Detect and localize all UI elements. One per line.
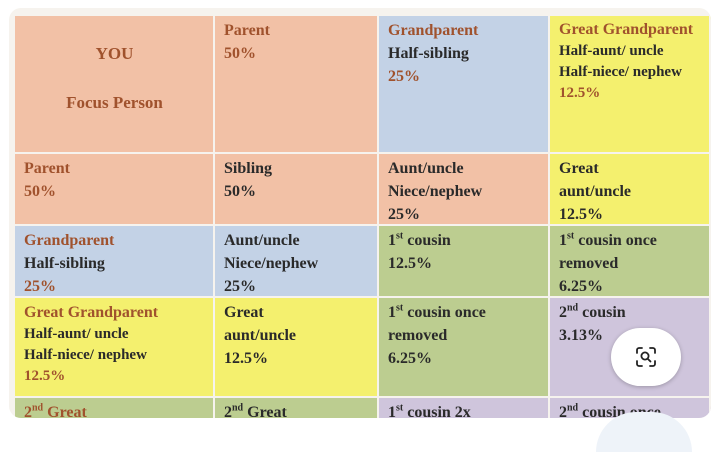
- cell-line: Aunt/uncle: [224, 232, 300, 249]
- cell-line: 1st cousin 2x: [388, 402, 471, 418]
- cell-you: YOU Focus Person: [15, 16, 215, 154]
- cell-line: Niece/nephew: [388, 183, 483, 200]
- cell-first-cousin-once-removed-2: 1st cousin once removed 6.25%: [379, 298, 550, 398]
- cell-grandparent-top: Grandparent Half-sibling 25%: [379, 16, 550, 154]
- cell-first-cousin-2x: 1st cousin 2x: [379, 398, 550, 418]
- cell-sibling: Sibling 50%: [215, 154, 379, 226]
- cell-line: Niece/nephew: [224, 255, 319, 272]
- cell-title: Parent: [24, 160, 70, 177]
- cell-line: 1st cousin once: [388, 302, 486, 321]
- cell-title: Grandparent: [388, 22, 479, 39]
- cell-title: Parent: [224, 22, 270, 39]
- cell-line: Half-niece/ nephew: [24, 347, 147, 363]
- cell-first-cousin-once-removed: 1st cousin once removed 6.25%: [550, 226, 711, 298]
- cell-line: 1st cousin once: [559, 230, 657, 249]
- cell-parent-top: Parent 50%: [215, 16, 379, 154]
- cell-line: 50%: [224, 183, 256, 200]
- cell-line: 50%: [24, 183, 56, 200]
- cell-great-grandparent-left: Great Grandparent Half-aunt/ uncle Half-…: [15, 298, 215, 398]
- cell-title: Great Grandparent: [559, 21, 694, 38]
- cell-line: Focus Person: [66, 93, 163, 112]
- cell-line: Half-sibling: [24, 255, 105, 272]
- cell-line: Great: [559, 160, 599, 177]
- cell-great-aunt-uncle: Great aunt/uncle 12.5%: [550, 154, 711, 226]
- table-image: YOU Focus Person Parent 50% Grandparent …: [9, 8, 711, 418]
- cell-line: 12.5%: [24, 368, 66, 384]
- cell-line: 25%: [388, 206, 420, 223]
- cell-great-grandparent-top: Great Grandparent Half-aunt/ uncle Half-…: [550, 16, 711, 154]
- cell-line: 2nd cousin: [559, 302, 626, 321]
- cell-line: aunt/uncle: [559, 183, 632, 200]
- cell-line: 50%: [224, 45, 256, 62]
- cell-first-cousin: 1st cousin 12.5%: [379, 226, 550, 298]
- cell-grandparent-left: Grandparent Half-sibling 25%: [15, 226, 215, 298]
- cell-line: 25%: [224, 278, 256, 295]
- cell-aunt-uncle-2: Aunt/uncle Niece/nephew 25%: [215, 226, 379, 298]
- cell-line: 25%: [388, 68, 420, 85]
- cell-great-aunt-uncle-2: Great aunt/uncle 12.5%: [215, 298, 379, 398]
- cell-line: Half-niece/ nephew: [559, 64, 682, 80]
- cell-line: aunt/uncle: [224, 327, 297, 344]
- cell-parent-left: Parent 50%: [15, 154, 215, 226]
- cell-line: 25%: [24, 278, 56, 295]
- cell-line: 12.5%: [559, 206, 603, 223]
- cell-line: 12.5%: [559, 85, 601, 101]
- cell-title: Grandparent: [24, 232, 115, 249]
- cell-line: 6.25%: [388, 350, 432, 367]
- cell-line: YOU: [95, 44, 134, 63]
- cell-line: Half-sibling: [388, 45, 469, 62]
- cell-line: 2nd Great: [224, 402, 287, 418]
- cell-second-great-left: 2nd Great: [15, 398, 215, 418]
- cell-second-great: 2nd Great: [215, 398, 379, 418]
- cell-title: Great Grandparent: [24, 304, 159, 321]
- cell-line: 3.13%: [559, 327, 603, 344]
- cell-line: 6.25%: [559, 278, 603, 295]
- image-search-button[interactable]: [611, 328, 681, 386]
- cell-line: 12.5%: [224, 350, 268, 367]
- cell-aunt-uncle: Aunt/uncle Niece/nephew 25%: [379, 154, 550, 226]
- image-search-icon: [636, 347, 656, 367]
- background-arc: [596, 412, 692, 452]
- cell-line: Half-aunt/ uncle: [24, 326, 129, 342]
- cell-line: 12.5%: [388, 255, 432, 272]
- cell-line: 1st cousin: [388, 230, 451, 249]
- cell-line: Aunt/uncle: [388, 160, 464, 177]
- cell-line: removed: [388, 327, 448, 344]
- cell-line: Great: [224, 304, 264, 321]
- cell-line: Sibling: [224, 160, 273, 177]
- relationship-table: YOU Focus Person Parent 50% Grandparent …: [15, 16, 711, 418]
- cell-title: 2nd Great: [24, 402, 87, 418]
- cell-line: Half-aunt/ uncle: [559, 43, 664, 59]
- cell-line: removed: [559, 255, 619, 272]
